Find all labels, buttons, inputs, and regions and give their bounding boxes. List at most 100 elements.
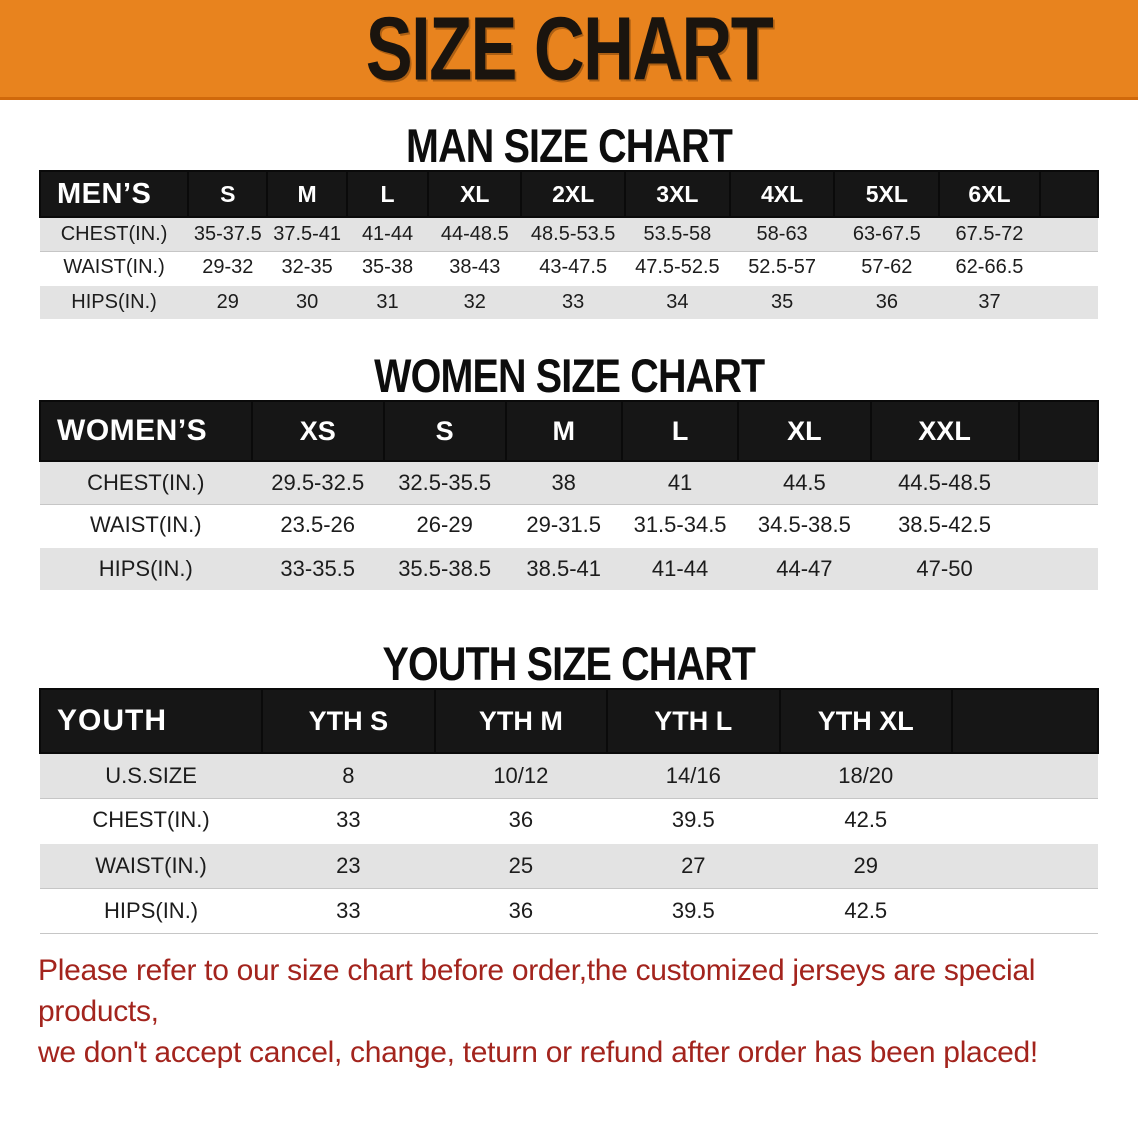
table-cell: 48.5-53.5 — [530, 222, 616, 245]
row-label: HIPS(IN.) — [98, 556, 193, 581]
size-column-header: M — [504, 400, 623, 462]
filler-cell — [952, 843, 1098, 888]
banner: SIZE CHART — [0, 0, 1138, 100]
table-cell: 31.5-34.5 — [633, 512, 727, 538]
table-row: CHEST(IN.) 35-37.5 37.5-41 41-44 44-48.5 48.5… — [40, 217, 1098, 251]
table-cell: 67.5-72 — [955, 222, 1024, 245]
filler-cell — [1019, 504, 1098, 547]
header-filler-cell — [1017, 400, 1100, 462]
table-cell: 38.5-42.5 — [898, 512, 992, 538]
table-cell: 29 — [853, 852, 878, 878]
table-cell: 33 — [562, 291, 585, 313]
size-column-header: YTH S — [261, 688, 436, 754]
table-cell: 23 — [336, 852, 361, 878]
size-column-header: L — [620, 400, 740, 462]
table-cell: 36 — [875, 291, 898, 313]
table-cell: 41-44 — [361, 222, 414, 245]
table-cell: 57-62 — [861, 256, 913, 279]
footnote: Please refer to our size chart before or… — [38, 950, 1100, 1073]
table-cell: 10/12 — [493, 762, 549, 788]
header-filler-cell — [950, 688, 1100, 754]
row-label: HIPS(IN.) — [104, 897, 199, 923]
filler-cell — [952, 753, 1098, 798]
table-cell: 29.5-32.5 — [271, 469, 365, 495]
table-cell: 27 — [681, 852, 706, 878]
filler-cell — [1040, 285, 1098, 319]
table-cell: 23.5-26 — [280, 512, 356, 538]
row-label: CHEST(IN.) — [60, 222, 168, 245]
table-cell: 37.5-41 — [273, 222, 342, 245]
table-header-row: WOMEN’S XS S M L XL XXL — [39, 400, 1100, 462]
row-label: WAIST(IN.) — [63, 256, 165, 279]
table-cell: 47-50 — [916, 556, 973, 581]
filler-cell — [952, 888, 1098, 933]
table-cell: 44.5-48.5 — [898, 469, 992, 495]
table-row: HIPS(IN.) 33 36 39.5 42.5 — [40, 888, 1098, 933]
table-cell: 34.5-38.5 — [757, 512, 851, 538]
men-size-table: MEN’S S M L XL 2XL 3XL 4XL 5XL 6XL CHEST(IN.) 35-37… — [38, 170, 1100, 319]
women-section-title: WOMEN SIZE CHART — [373, 349, 765, 402]
table-row: CHEST(IN.) 33 36 39.5 42.5 — [40, 798, 1098, 843]
table-cell: 42.5 — [844, 807, 888, 833]
table-cell: 33-35.5 — [280, 556, 356, 581]
row-label: CHEST(IN.) — [92, 807, 210, 833]
size-column-header: 4XL — [728, 170, 836, 218]
banner-title: SIZE CHART — [365, 0, 774, 99]
table-row: WAIST(IN.) 23 25 27 29 — [40, 843, 1098, 888]
table-row: HIPS(IN.) 33-35.5 35.5-38.5 38.5-41 41-44 44-… — [40, 547, 1098, 590]
table-header-row: YOUTH YTH S YTH M YTH L YTH XL — [38, 688, 1100, 754]
size-column-header: 3XL — [624, 170, 731, 218]
table-cell: 29-31.5 — [526, 512, 601, 538]
table-header-label: WOMEN’S — [39, 400, 253, 462]
table-cell: 44-48.5 — [440, 222, 509, 245]
table-cell: 44.5 — [782, 469, 826, 495]
size-column-header: L — [345, 170, 430, 218]
table-cell: 39.5 — [671, 897, 715, 923]
table-cell: 35-37.5 — [193, 222, 262, 245]
size-column-header: XXL — [869, 400, 1020, 462]
table-cell: 37 — [978, 291, 1001, 313]
footnote-line-2: we don't accept cancel, change, teturn o… — [38, 1035, 1038, 1069]
row-label: HIPS(IN.) — [71, 291, 157, 313]
size-column-header: S — [187, 170, 269, 218]
table-cell: 31 — [376, 291, 399, 313]
size-column-header: YTH M — [433, 688, 609, 754]
table-cell: 35.5-38.5 — [398, 556, 492, 581]
size-column-header: XL — [737, 400, 872, 462]
table-cell: 8 — [342, 762, 355, 788]
filler-cell — [1040, 217, 1098, 251]
table-cell: 36 — [508, 807, 534, 833]
table-cell: 25 — [508, 852, 534, 878]
table-cell: 38-43 — [449, 256, 501, 279]
table-row: U.S.SIZE 8 10/12 14/16 18/20 — [40, 753, 1098, 798]
size-column-header: 6XL — [938, 170, 1041, 218]
table-cell: 42.5 — [844, 897, 888, 923]
table-cell: 34 — [666, 291, 689, 313]
table-cell: 41-44 — [651, 556, 709, 581]
table-row: WAIST(IN.) 23.5-26 26-29 29-31.5 31.5-34.5 34… — [40, 504, 1098, 547]
table-cell: 29-32 — [202, 256, 254, 279]
table-cell: 53.5-58 — [643, 222, 712, 245]
size-column-header: XL — [427, 170, 523, 218]
row-label: WAIST(IN.) — [95, 852, 207, 878]
table-cell: 62-66.5 — [955, 256, 1024, 279]
size-column-header: S — [382, 400, 507, 462]
row-label: WAIST(IN.) — [89, 512, 202, 538]
table-cell: 38.5-41 — [526, 556, 601, 581]
table-cell: 26-29 — [416, 512, 473, 538]
size-column-header: 2XL — [520, 170, 627, 218]
table-cell: 47.5-52.5 — [635, 256, 720, 279]
youth-size-table: YOUTH YTH S YTH M YTH L YTH XL U.S.SIZE 8 10/12… — [38, 688, 1100, 934]
women-size-table: WOMEN’S XS S M L XL XXL CHEST(IN.) 29.5-32.5 32.5… — [39, 400, 1100, 590]
table-cell: 18/20 — [838, 762, 894, 788]
filler-cell — [1019, 461, 1098, 504]
table-cell: 41 — [667, 469, 693, 495]
table-cell: 44-47 — [776, 556, 833, 581]
table-cell: 32 — [463, 291, 486, 313]
size-column-header: YTH L — [606, 688, 781, 754]
size-column-header: XS — [250, 400, 385, 462]
table-row: CHEST(IN.) 29.5-32.5 32.5-35.5 38 41 44.5 44.5… — [40, 461, 1098, 504]
table-cell: 63-67.5 — [852, 222, 921, 245]
table-cell: 35 — [770, 291, 794, 313]
